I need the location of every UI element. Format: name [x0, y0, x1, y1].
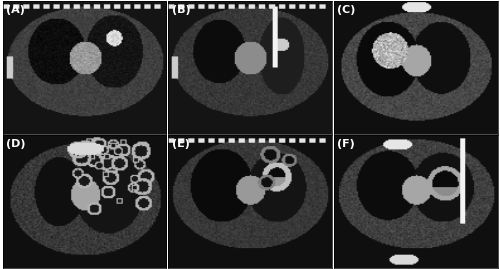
Text: (C): (C) [338, 5, 356, 15]
Text: (A): (A) [6, 5, 25, 15]
Text: (D): (D) [6, 139, 25, 149]
Text: (B): (B) [172, 5, 190, 15]
Text: (E): (E) [172, 139, 190, 149]
Text: (F): (F) [338, 139, 355, 149]
